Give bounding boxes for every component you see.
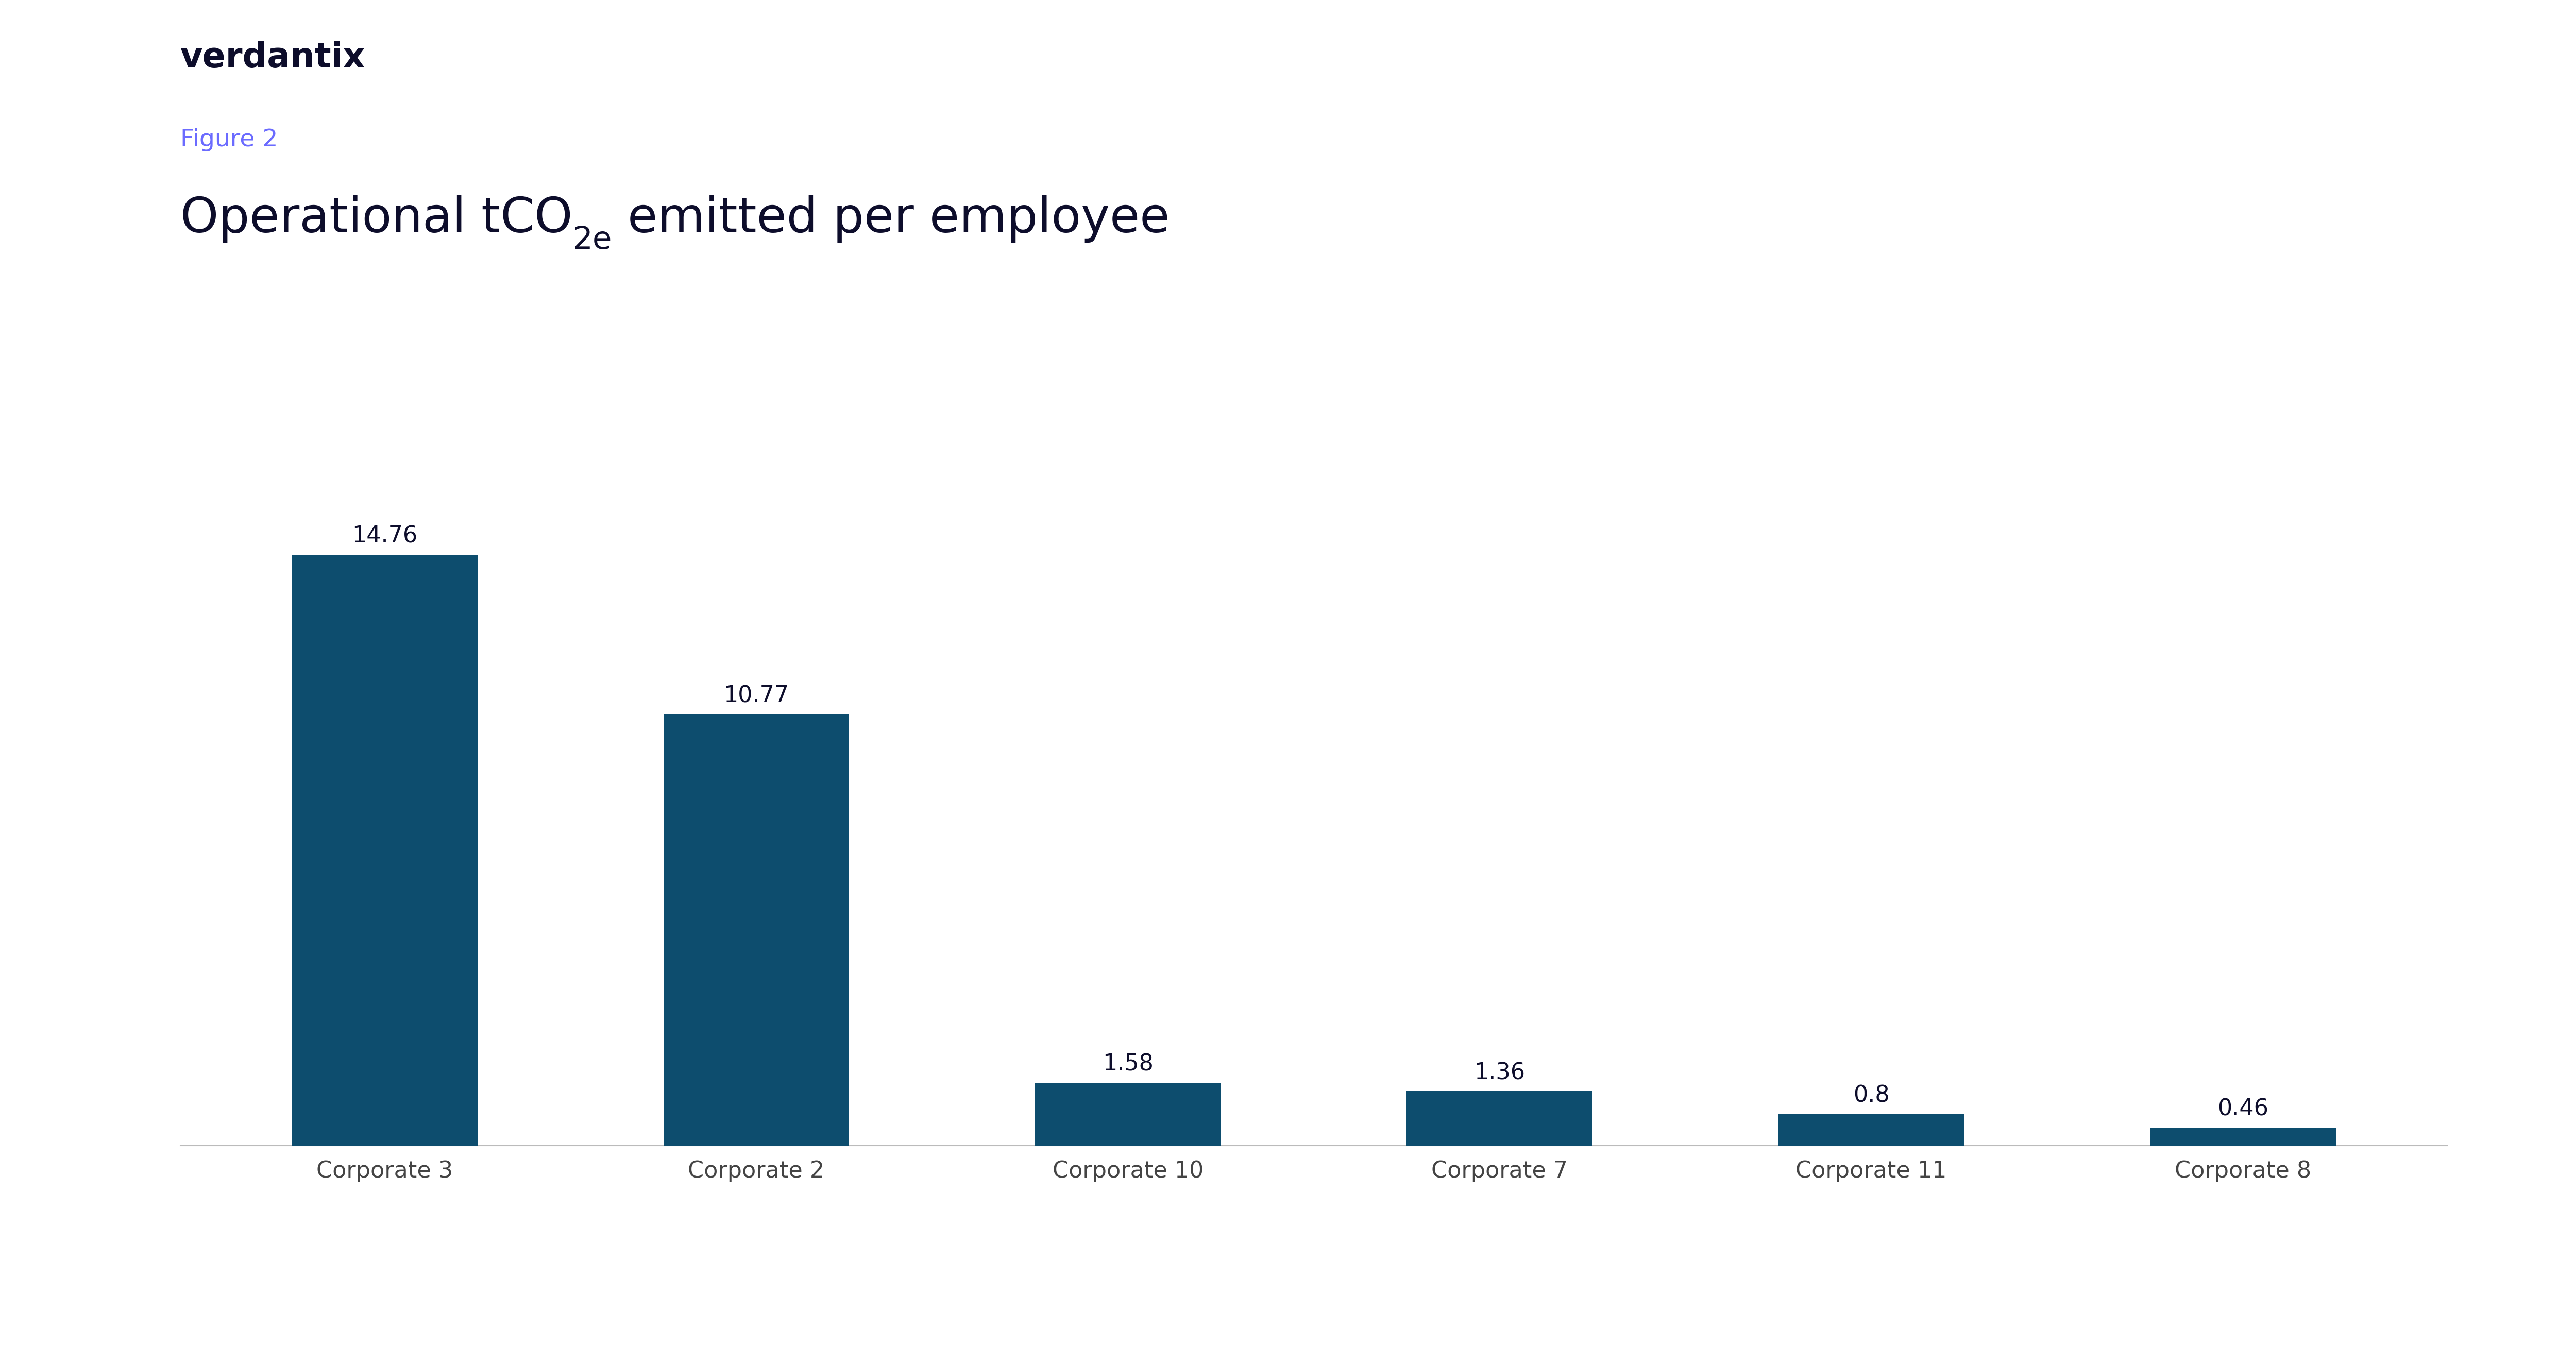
Bar [1406,1092,1592,1146]
Text: 0.8: 0.8 [1852,1084,1888,1107]
Text: Figure 2: Figure 2 [180,128,278,151]
Text: 1.36: 1.36 [1473,1062,1525,1084]
Text: 1.58: 1.58 [1103,1053,1154,1076]
Bar [665,714,850,1146]
Text: 0.46: 0.46 [2218,1099,2269,1120]
Text: Operational tCO: Operational tCO [180,195,572,243]
Text: emitted per employee: emitted per employee [613,195,1170,243]
Text: 2e: 2e [572,225,613,256]
Text: 10.77: 10.77 [724,685,788,708]
Bar [1777,1113,1963,1146]
Bar [2151,1127,2336,1146]
Text: 14.76: 14.76 [353,526,417,547]
Bar [291,554,477,1146]
Bar [1036,1082,1221,1146]
Text: verdantix: verdantix [180,40,366,74]
